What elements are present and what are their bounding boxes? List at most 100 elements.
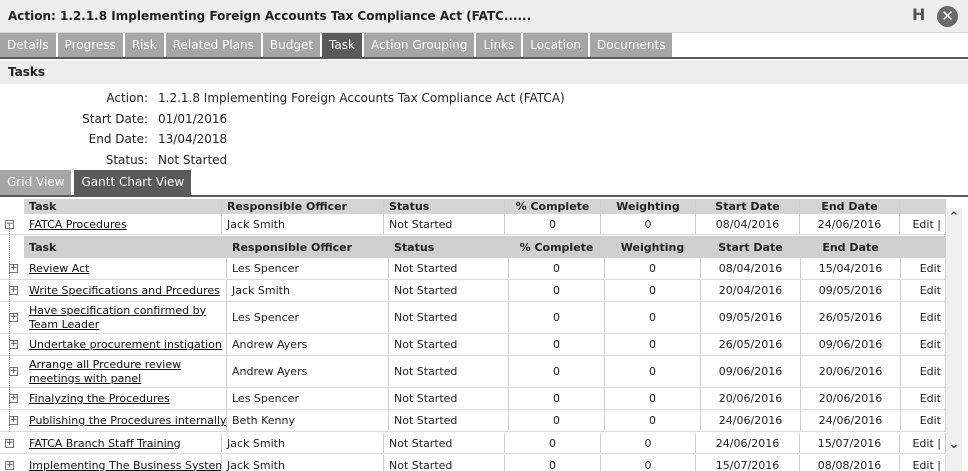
expand-icon[interactable]: + xyxy=(9,312,18,322)
edit-link[interactable]: Edit | xyxy=(912,458,941,471)
cell-task[interactable]: Write Specifications and Prcedures xyxy=(24,280,227,301)
view-tab-grid-view[interactable]: Grid View xyxy=(0,170,72,195)
cell-task[interactable]: Review Act xyxy=(24,258,227,279)
tab-links[interactable]: Links xyxy=(476,33,522,58)
expand-icon[interactable]: + xyxy=(9,393,18,403)
grid-scrollbar[interactable]: ⌃ ⌄ xyxy=(946,208,962,471)
edit-link[interactable]: Edit xyxy=(919,262,941,275)
help-button[interactable]: H xyxy=(912,5,926,24)
cell-task[interactable]: Arrange all Prcedure review meetings wit… xyxy=(24,356,227,387)
cell-edit[interactable]: Edit xyxy=(901,388,946,409)
section-title: Tasks xyxy=(0,60,968,84)
col-header-weighting[interactable]: Weighting xyxy=(605,236,701,258)
cell-task[interactable]: Publishing the Procedures internally xyxy=(24,410,227,431)
cell-edit[interactable]: Edit xyxy=(901,258,946,279)
task-link[interactable]: Finalyzing the Procedures xyxy=(29,392,170,405)
edit-link[interactable]: Edit xyxy=(919,414,941,427)
expand-icon[interactable]: + xyxy=(9,415,18,425)
cell-start: 26/05/2016 xyxy=(701,334,801,355)
cell-pct: 0 xyxy=(509,302,605,333)
expand-icon[interactable]: + xyxy=(5,438,14,448)
task-link[interactable]: FATCA Branch Staff Training xyxy=(29,436,181,450)
cell-value: Jack Smith xyxy=(227,436,285,450)
task-link[interactable]: Implementing The Business System xyxy=(29,458,222,471)
cell-edit[interactable]: Edit xyxy=(901,280,946,301)
cell-value: 09/05/2016 xyxy=(718,311,783,324)
col-header-end-date[interactable]: End Date xyxy=(800,199,900,214)
cell-status: Not Started xyxy=(389,280,509,301)
expand-icon[interactable]: + xyxy=(9,285,18,295)
cell-edit[interactable]: Edit xyxy=(901,410,946,431)
cell-value: Not Started xyxy=(389,217,453,231)
col-header-task[interactable]: Task xyxy=(24,199,222,214)
col-header-start-date[interactable]: Start Date xyxy=(696,199,800,214)
tab-details[interactable]: Details xyxy=(0,33,56,58)
edit-link[interactable]: Edit | xyxy=(912,217,941,231)
tab-action-grouping[interactable]: Action Grouping xyxy=(363,33,475,58)
cell-task[interactable]: Have specification confirmed by Team Lea… xyxy=(24,302,227,333)
col-header-responsible-officer[interactable]: Responsible Officer xyxy=(222,199,384,214)
view-tab-gantt-chart-view[interactable]: Gantt Chart View xyxy=(74,170,192,195)
edit-link[interactable]: Edit xyxy=(919,284,941,297)
cell-edit[interactable]: Edit xyxy=(901,302,946,333)
task-link[interactable]: Review Act xyxy=(29,262,90,275)
tab-related-plans[interactable]: Related Plans xyxy=(165,33,261,58)
expand-icon[interactable]: + xyxy=(9,366,18,376)
cell-weight: 0 xyxy=(601,214,696,234)
task-link[interactable]: Publishing the Procedures internally xyxy=(29,414,227,427)
col-header--complete[interactable]: % Complete xyxy=(505,199,601,214)
col-header-task[interactable]: Task xyxy=(24,236,227,258)
cell-weight: 0 xyxy=(605,334,701,355)
col-header-status[interactable]: Status xyxy=(384,199,505,214)
cell-task[interactable]: FATCA Branch Staff Training xyxy=(24,433,222,453)
view-divider xyxy=(0,195,968,197)
edit-link[interactable]: Edit | xyxy=(912,436,941,450)
task-link[interactable]: Undertake procurement instigation xyxy=(29,338,222,351)
col-header-responsible-officer[interactable]: Responsible Officer xyxy=(227,236,389,258)
cell-value: Jack Smith xyxy=(227,217,285,231)
edit-link[interactable]: Edit xyxy=(919,365,941,378)
col-header-end-date[interactable]: End Date xyxy=(801,236,901,258)
cell-task[interactable]: FATCA Procedures xyxy=(24,214,222,234)
cell-value: Andrew Ayers xyxy=(232,365,308,378)
col-header-status[interactable]: Status xyxy=(389,236,509,258)
cell-task[interactable]: Undertake procurement instigation xyxy=(24,334,227,355)
cell-weight: 0 xyxy=(605,258,701,279)
cell-status: Not Started xyxy=(389,356,509,387)
window-titlebar: Action: 1.2.1.8 Implementing Foreign Acc… xyxy=(0,0,968,33)
tab-task[interactable]: Task xyxy=(322,33,362,58)
cell-edit[interactable]: Edit | xyxy=(900,214,946,234)
cell-edit[interactable]: Edit xyxy=(901,334,946,355)
expand-icon[interactable]: + xyxy=(5,460,14,470)
edit-link[interactable]: Edit xyxy=(919,311,941,324)
cell-pct: 0 xyxy=(505,433,601,453)
task-link[interactable]: FATCA Procedures xyxy=(29,217,127,231)
tab-documents[interactable]: Documents xyxy=(590,33,673,58)
task-link[interactable]: Write Specifications and Prcedures xyxy=(29,284,220,297)
cell-value: 0 xyxy=(553,414,560,427)
tab-risk[interactable]: Risk xyxy=(124,33,164,58)
edit-link[interactable]: Edit xyxy=(919,338,941,351)
tab-budget[interactable]: Budget xyxy=(262,33,321,58)
col-header--complete[interactable]: % Complete xyxy=(509,236,605,258)
tab-location[interactable]: Location xyxy=(523,33,589,58)
col-header-start-date[interactable]: Start Date xyxy=(701,236,801,258)
edit-link[interactable]: Edit xyxy=(919,392,941,405)
scroll-down-icon[interactable]: ⌄ xyxy=(948,437,960,452)
scroll-up-icon[interactable]: ⌃ xyxy=(948,210,960,225)
expand-icon[interactable]: + xyxy=(9,263,18,273)
cell-task[interactable]: Implementing The Business System xyxy=(24,455,222,471)
cell-edit[interactable]: Edit | xyxy=(900,455,946,471)
cell-status: Not Started xyxy=(389,334,509,355)
cell-edit[interactable]: Edit xyxy=(901,356,946,387)
col-header-weighting[interactable]: Weighting xyxy=(601,199,696,214)
tab-progress[interactable]: Progress xyxy=(57,33,123,58)
expand-icon[interactable]: + xyxy=(9,339,18,349)
task-link[interactable]: Have specification confirmed by Team Lea… xyxy=(29,303,207,331)
cell-edit[interactable]: Edit | xyxy=(900,433,946,453)
cell-value: 15/04/2016 xyxy=(818,262,883,275)
cell-value: 0 xyxy=(649,365,656,378)
cell-task[interactable]: Finalyzing the Procedures xyxy=(24,388,227,409)
task-link[interactable]: Arrange all Prcedure review meetings wit… xyxy=(29,357,182,385)
close-icon[interactable]: ✕ xyxy=(937,6,958,27)
